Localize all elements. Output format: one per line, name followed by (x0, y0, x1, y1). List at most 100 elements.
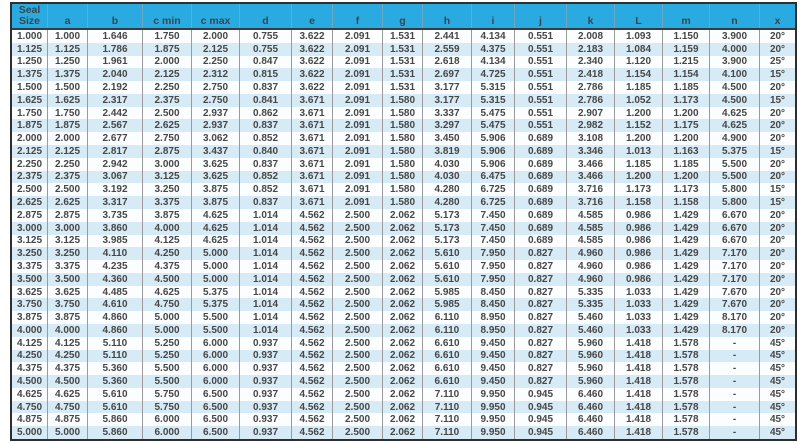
table-cell: 7.450 (472, 208, 515, 222)
table-cell: 2.442 (88, 106, 143, 120)
table-cell: 6.500 (192, 400, 240, 414)
table-row: 2.500 2.500 3.192 3.250 3.875 0.852 3.671 2.091… (12, 183, 795, 197)
table-cell: 4.250 (12, 349, 48, 363)
table-cell: 3.375 (12, 260, 48, 273)
table-cell: 6.500 (192, 413, 240, 427)
table-cell: 6.610 (423, 349, 472, 363)
table-cell: 3.177 (423, 93, 472, 107)
table-cell: 2.500 (48, 183, 88, 197)
table-cell: 2.500 (333, 285, 383, 299)
table-cell: 0.551 (515, 93, 567, 107)
table-cell: 2.500 (333, 323, 383, 337)
table-cell: 2.750 (192, 81, 240, 94)
table-cell: 1.646 (88, 30, 143, 43)
table-cell: 9.450 (472, 362, 515, 376)
table-cell: 2.091 (333, 106, 383, 120)
table-cell: 2.062 (383, 285, 423, 299)
table-cell: 3.346 (567, 145, 615, 158)
table-cell: 6.460 (567, 413, 615, 427)
table-row: 3.875 3.875 4.860 5.000 5.500 1.014 4.562 2.500… (12, 311, 795, 324)
table-cell: 5.460 (567, 311, 615, 324)
table-cell: 0.937 (240, 362, 292, 376)
table-cell: 20° (769, 299, 786, 311)
table-cell: 0.689 (515, 208, 567, 222)
table-cell: 8.170 (710, 311, 760, 324)
table-cell: 1.014 (240, 323, 292, 337)
table-cell: 4.562 (292, 349, 333, 363)
table-cell: 3.625 (192, 157, 240, 171)
table-cell: 2.907 (567, 106, 615, 120)
table-cell: 5.250 (143, 336, 192, 350)
table-cell: 1.125 (48, 42, 88, 56)
table-cell: 0.815 (240, 68, 292, 82)
table-cell: 5.985 (423, 285, 472, 299)
table-cell: 2.618 (423, 55, 472, 69)
table-cell: 1.014 (240, 208, 292, 222)
table-cell: 1.200 (615, 132, 663, 146)
table-cell: 2.062 (383, 234, 423, 248)
table-cell: 4.960 (567, 260, 615, 273)
table-cell: 4.625 (192, 208, 240, 222)
table-cell: 20° (769, 171, 786, 183)
table-cell: 2.091 (333, 170, 383, 184)
table-cell: 1.531 (383, 55, 423, 69)
table-cell: 4.625 (710, 119, 760, 133)
table-cell: 5.500 (143, 362, 192, 376)
table-cell: 4.875 (12, 413, 48, 427)
table-cell: 9.450 (472, 349, 515, 363)
table-cell: 1.033 (615, 323, 663, 337)
table-cell: 4.625 (48, 387, 88, 401)
table-cell: - (710, 387, 760, 401)
table-cell: 1.500 (48, 81, 88, 94)
table-cell: 1.418 (615, 413, 663, 427)
table-cell: 2.500 (333, 387, 383, 401)
table-cell: 4.562 (292, 336, 333, 350)
table-cell: 4.000 (48, 323, 88, 337)
table-cell: 7.450 (472, 221, 515, 235)
table-cell: 15° (769, 184, 786, 196)
table-cell: 1.052 (615, 93, 663, 107)
table-cell: 5.906 (472, 157, 515, 171)
table-cell: 4.860 (88, 323, 143, 337)
table-cell: 4.562 (292, 285, 333, 299)
table-cell: 1.000 (48, 30, 88, 43)
table-cell: 0.937 (240, 336, 292, 350)
table-cell: 2.500 (333, 260, 383, 273)
header-cell: a (48, 4, 88, 28)
table-cell: 2.091 (333, 30, 383, 43)
table-cell: 4.750 (143, 298, 192, 312)
table-cell: - (710, 362, 760, 376)
table-cell: 2.982 (567, 119, 615, 133)
table-cell: 1.580 (383, 157, 423, 171)
table-cell: 2.697 (423, 68, 472, 82)
table-cell: 7.670 (710, 285, 760, 299)
table-cell: 2.500 (333, 208, 383, 222)
table-cell: 3.750 (12, 298, 48, 312)
table-cell: 1.173 (663, 93, 710, 107)
table-cell: 1.580 (383, 132, 423, 146)
table-cell: 1.429 (663, 208, 710, 222)
table-cell: 2.500 (333, 221, 383, 235)
table-cell: 6.610 (423, 362, 472, 376)
table-cell: 1.250 (12, 55, 48, 69)
table-cell: 1.578 (663, 336, 710, 350)
table-cell: 4.860 (88, 311, 143, 324)
table-cell: 25° (769, 56, 786, 68)
table-cell: 7.950 (472, 260, 515, 273)
header-cell: c max (192, 4, 240, 28)
table-cell: 0.827 (515, 323, 567, 337)
table-cell: 9.950 (472, 413, 515, 427)
table-cell: 1.418 (615, 362, 663, 376)
table-cell: 2.500 (333, 426, 383, 439)
table-cell: 6.000 (143, 413, 192, 427)
table-cell: 2.062 (383, 349, 423, 363)
table-cell: 1.033 (615, 285, 663, 299)
table-cell: 6.460 (567, 400, 615, 414)
table-cell: 5.610 (88, 387, 143, 401)
table-cell: 2.062 (383, 311, 423, 324)
header-cell: d (240, 4, 292, 28)
table-cell: 2.062 (383, 323, 423, 337)
table-cell: 7.950 (472, 272, 515, 286)
table-cell: 2.091 (333, 119, 383, 133)
table-cell: 45° (769, 388, 786, 400)
